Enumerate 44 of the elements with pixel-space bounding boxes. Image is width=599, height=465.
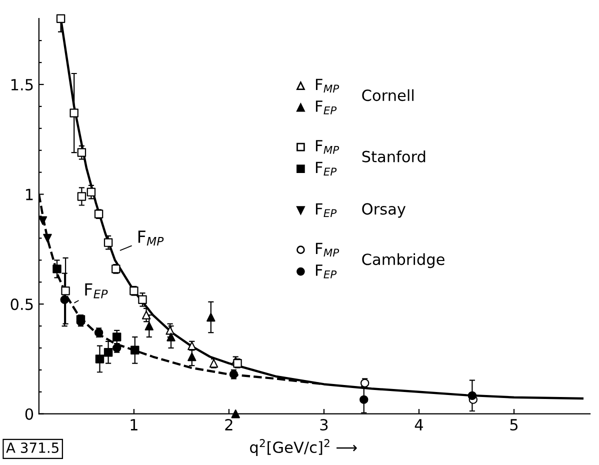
point (61, 286, 70, 296)
legend-label: F$_{MP}$ (316, 242, 340, 257)
annotation: Cambridge (362, 253, 444, 268)
point (206, 312, 216, 322)
point (70, 108, 78, 118)
x-tick-label: 4 (414, 419, 423, 430)
point (86, 188, 96, 196)
annotation: F$_{MP}$ (138, 230, 164, 246)
point (52, 264, 62, 274)
point (112, 332, 122, 342)
legend-label: F$_{EP}$ (316, 264, 337, 278)
text: A 371.5 (6, 442, 58, 454)
legend-label: F$_{MP}$ (316, 78, 340, 92)
y-tick-label: 1 (26, 188, 33, 200)
point (104, 238, 113, 247)
x-axis-title: q$^{2}$[GeV/c]$^{2}$ ⟶ (250, 439, 357, 456)
point (468, 391, 477, 400)
point (60, 295, 69, 304)
point (104, 348, 113, 357)
annotation: Stanford (362, 150, 426, 162)
point (77, 148, 86, 157)
y-tick-label: 0.5 (10, 298, 33, 310)
x-tick-label: 3 (320, 418, 328, 431)
x-tick-label: 5 (510, 419, 518, 431)
legend-label: F$_{EP}$ (316, 100, 337, 114)
legend-label: F$_{EP}$ (316, 162, 337, 176)
annotation: Orsay (362, 203, 406, 218)
point (95, 354, 104, 364)
annotation: F$_{EP}$ (85, 283, 108, 298)
annotation: Cornell (362, 89, 414, 102)
x-tick-label: 1 (130, 419, 138, 430)
y-tick-label: 0 (25, 408, 34, 420)
point (360, 395, 368, 404)
point (38, 216, 48, 225)
y-tick-label: 1.5 (11, 79, 33, 90)
point (188, 352, 196, 362)
point (77, 192, 86, 201)
x-tick-label: 2 (225, 418, 232, 430)
point (231, 409, 240, 418)
point (56, 14, 66, 23)
legend-label: F$_{MP}$ (316, 140, 340, 154)
point (130, 346, 140, 355)
point (43, 234, 52, 243)
legend-label: F$_{EP}$ (316, 203, 337, 218)
